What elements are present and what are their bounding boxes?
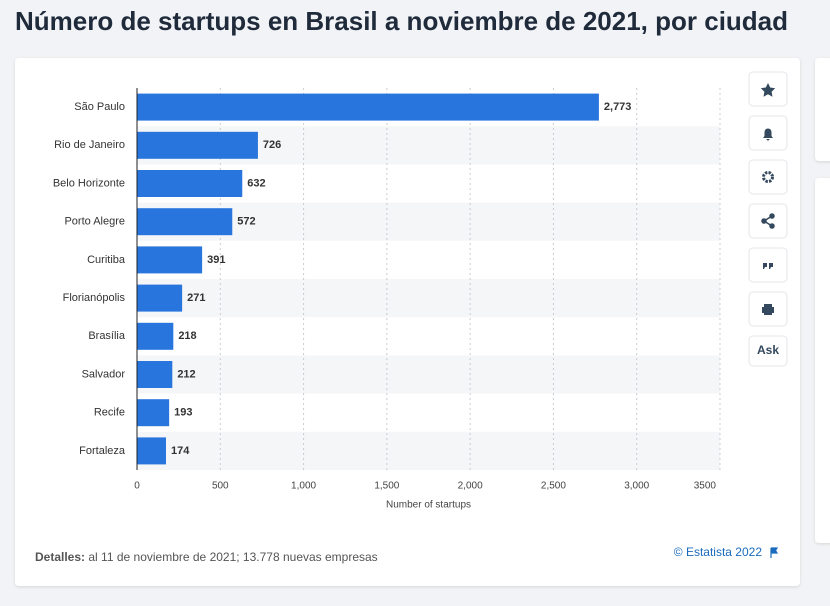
x-tick-label: 3500 <box>694 481 717 492</box>
bar <box>137 322 174 350</box>
settings-button[interactable] <box>748 159 788 195</box>
chart-title: Número de startups en Brasil a noviembre… <box>15 6 788 36</box>
x-tick-label: 0 <box>134 481 140 492</box>
x-tick-label: 1,000 <box>291 481 316 492</box>
quote-icon <box>763 263 773 269</box>
ask-label: Ask <box>757 343 779 357</box>
print-icon <box>762 304 774 315</box>
value-label: 572 <box>237 216 255 228</box>
y-tick-label: Florianópolis <box>63 292 126 304</box>
x-tick-label: 3,000 <box>624 481 649 492</box>
x-tick-label: 500 <box>212 481 229 492</box>
bar <box>137 131 258 159</box>
row-stripe <box>137 431 720 470</box>
value-label: 271 <box>187 292 205 304</box>
flag-icon <box>770 547 779 558</box>
row-stripe <box>137 202 720 241</box>
x-tick-label: 2,500 <box>541 481 566 492</box>
y-tick-label: Brasília <box>88 330 126 342</box>
bar <box>137 208 233 236</box>
y-tick-label: Belo Horizonte <box>53 177 125 189</box>
bar <box>137 361 173 388</box>
y-tick-label: Fortaleza <box>79 445 126 457</box>
row-stripe <box>137 279 720 318</box>
details-text: al 11 de noviembre de 2021; 13.778 nueva… <box>88 550 377 564</box>
toolbar: Ask <box>748 71 788 367</box>
bar <box>137 170 243 197</box>
y-tick-label: Rio de Janeiro <box>54 139 125 151</box>
share-icon <box>761 213 775 229</box>
y-tick-label: São Paulo <box>74 101 125 113</box>
ask-button[interactable] <box>748 335 788 367</box>
value-label: 218 <box>178 330 196 342</box>
gear-icon <box>762 171 774 183</box>
star-icon <box>760 83 776 97</box>
source[interactable]: © Estatista 2022 <box>674 545 763 559</box>
y-tick-label: Salvador <box>82 368 126 380</box>
x-axis-label: Number of startups <box>386 500 471 511</box>
bar <box>137 93 599 121</box>
value-label: 174 <box>171 445 190 457</box>
y-tick-label: Curitiba <box>87 254 126 266</box>
value-label: 632 <box>247 177 265 189</box>
x-tick-label: 1,500 <box>374 481 399 492</box>
x-tick-label: 2,000 <box>458 481 483 492</box>
bar <box>137 284 183 312</box>
details-label: Detalles: <box>35 550 85 564</box>
plot-area: 0 500 1,000 1,500 2,000 2,500 3,000 3500 Number … <box>53 88 721 511</box>
details: Detalles: al 11 de noviembre de 2021; 13… <box>35 550 378 564</box>
value-label: 212 <box>177 368 195 380</box>
share-button[interactable] <box>748 203 788 239</box>
value-label: 2,773 <box>604 101 632 113</box>
bar <box>137 246 203 274</box>
y-tick-label: Recife <box>94 407 125 419</box>
cite-button[interactable] <box>748 247 788 283</box>
bar <box>137 437 166 465</box>
value-label: 193 <box>174 407 192 419</box>
y-tick-label: Porto Alegre <box>64 216 125 228</box>
side-card <box>815 58 830 161</box>
row-stripe <box>137 355 720 394</box>
bar <box>137 399 170 427</box>
value-label: 726 <box>263 139 281 151</box>
value-label: 391 <box>207 254 225 266</box>
bell-icon <box>763 128 773 141</box>
side-card <box>815 178 830 543</box>
